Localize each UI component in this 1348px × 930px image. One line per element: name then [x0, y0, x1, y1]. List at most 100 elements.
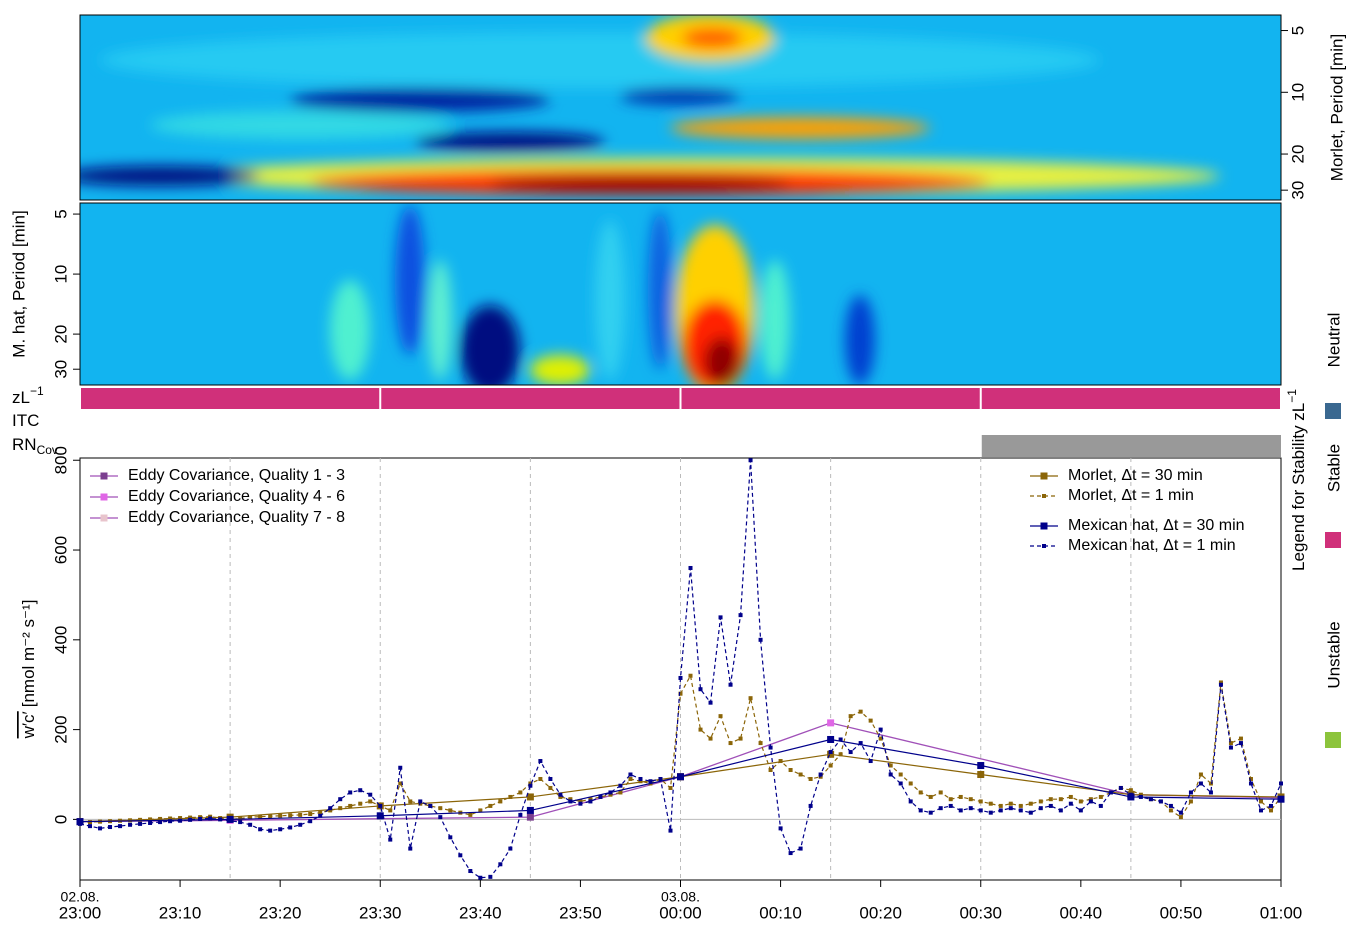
point — [648, 779, 653, 784]
point — [788, 768, 793, 773]
point — [738, 736, 743, 741]
strip-row-label-text: RN — [12, 435, 37, 454]
point — [1138, 794, 1143, 799]
point — [827, 719, 835, 727]
point — [308, 812, 313, 817]
point — [628, 772, 633, 777]
point — [977, 771, 985, 778]
strip-row-label-sup: −1 — [30, 384, 44, 398]
point — [1018, 808, 1023, 813]
point — [708, 700, 713, 705]
point — [818, 772, 823, 777]
point — [1128, 788, 1133, 793]
point — [178, 816, 183, 821]
point — [1028, 810, 1033, 815]
point — [528, 781, 533, 786]
point — [668, 828, 673, 833]
point — [338, 797, 343, 802]
point — [868, 718, 873, 723]
point — [958, 794, 963, 799]
point — [368, 799, 373, 804]
point — [1218, 682, 1223, 687]
point — [1098, 803, 1103, 808]
point — [1188, 790, 1193, 795]
legend-marker — [1040, 472, 1048, 480]
point — [218, 817, 223, 822]
point — [268, 828, 273, 833]
point — [758, 637, 763, 642]
point — [978, 799, 983, 804]
strip-row-label: ITC — [12, 411, 39, 430]
point — [328, 808, 333, 813]
y-tick-label: 5 — [51, 209, 70, 218]
y-tick-label: 30 — [51, 360, 70, 379]
point — [148, 820, 153, 825]
point — [128, 822, 133, 827]
y-axis-label: w′c′ [nmol m⁻² s⁻¹] — [19, 600, 38, 740]
point — [1038, 799, 1043, 804]
point — [1248, 781, 1253, 786]
point — [526, 813, 534, 821]
point — [1068, 801, 1073, 806]
point — [398, 765, 403, 770]
point — [628, 776, 633, 781]
point — [818, 774, 823, 779]
point — [588, 797, 593, 802]
point — [518, 812, 523, 817]
point — [858, 709, 863, 714]
point — [478, 808, 483, 813]
point — [688, 565, 693, 570]
point — [298, 822, 303, 827]
point — [698, 727, 703, 732]
point — [1068, 794, 1073, 799]
point — [778, 759, 783, 764]
point — [908, 799, 913, 804]
point — [376, 812, 384, 820]
point — [1277, 795, 1285, 803]
x-tick-label: 23:10 — [159, 903, 202, 922]
point — [1008, 806, 1013, 811]
point — [1078, 799, 1083, 804]
legend-marker — [100, 472, 108, 480]
point — [228, 818, 233, 823]
point — [548, 776, 553, 781]
point — [348, 790, 353, 795]
y-tick-label: 600 — [51, 536, 70, 564]
point — [1088, 799, 1093, 804]
point — [358, 801, 363, 806]
point — [498, 799, 503, 804]
point — [508, 794, 513, 799]
point — [408, 846, 413, 851]
point — [1198, 772, 1203, 777]
point — [188, 817, 193, 822]
strip-row-label-text: ITC — [12, 411, 39, 430]
point — [998, 808, 1003, 813]
point — [1018, 803, 1023, 808]
point — [438, 806, 443, 811]
y-tick-label: 200 — [51, 715, 70, 743]
point — [428, 803, 433, 808]
point — [158, 816, 163, 821]
point — [728, 682, 733, 687]
point — [168, 819, 173, 824]
point — [288, 813, 293, 818]
morlet-frame — [79, 14, 1282, 201]
point — [738, 613, 743, 618]
point — [1008, 801, 1013, 806]
stability-legend-swatch — [1325, 532, 1341, 548]
legend-label: Eddy Covariance, Quality 4 - 6 — [128, 488, 345, 505]
point — [548, 785, 553, 790]
point — [458, 853, 463, 858]
point — [918, 790, 923, 795]
point — [1198, 781, 1203, 786]
point — [398, 781, 403, 786]
point — [608, 792, 613, 797]
point — [76, 818, 84, 826]
point — [938, 806, 943, 811]
point — [98, 826, 103, 831]
x-tick-label: 23:00 — [59, 903, 102, 922]
date-label: 03.08. — [661, 889, 700, 905]
y-axis-label-symbol: w′c′ — [19, 711, 38, 739]
point — [238, 816, 243, 821]
